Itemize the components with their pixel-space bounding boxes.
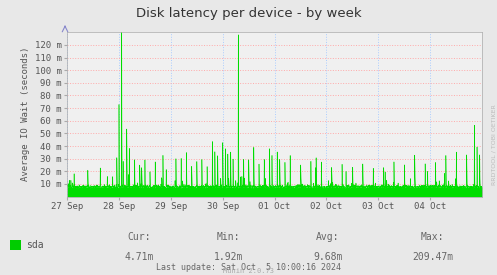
Text: Cur:: Cur:: [127, 232, 151, 242]
Y-axis label: Average IO Wait (seconds): Average IO Wait (seconds): [21, 47, 30, 181]
Text: Last update: Sat Oct  5 10:00:16 2024: Last update: Sat Oct 5 10:00:16 2024: [156, 263, 341, 273]
Text: RRDTOOL / TOBI OETIKER: RRDTOOL / TOBI OETIKER: [491, 104, 496, 185]
Text: Max:: Max:: [420, 232, 444, 242]
Text: Disk latency per device - by week: Disk latency per device - by week: [136, 7, 361, 20]
Text: sda: sda: [26, 240, 43, 250]
Text: 1.92m: 1.92m: [214, 252, 244, 262]
Text: Munin 2.0.73: Munin 2.0.73: [223, 268, 274, 274]
Text: Min:: Min:: [217, 232, 241, 242]
Text: 9.68m: 9.68m: [313, 252, 343, 262]
Text: 4.71m: 4.71m: [124, 252, 154, 262]
Text: Avg:: Avg:: [316, 232, 340, 242]
Text: 209.47m: 209.47m: [412, 252, 453, 262]
